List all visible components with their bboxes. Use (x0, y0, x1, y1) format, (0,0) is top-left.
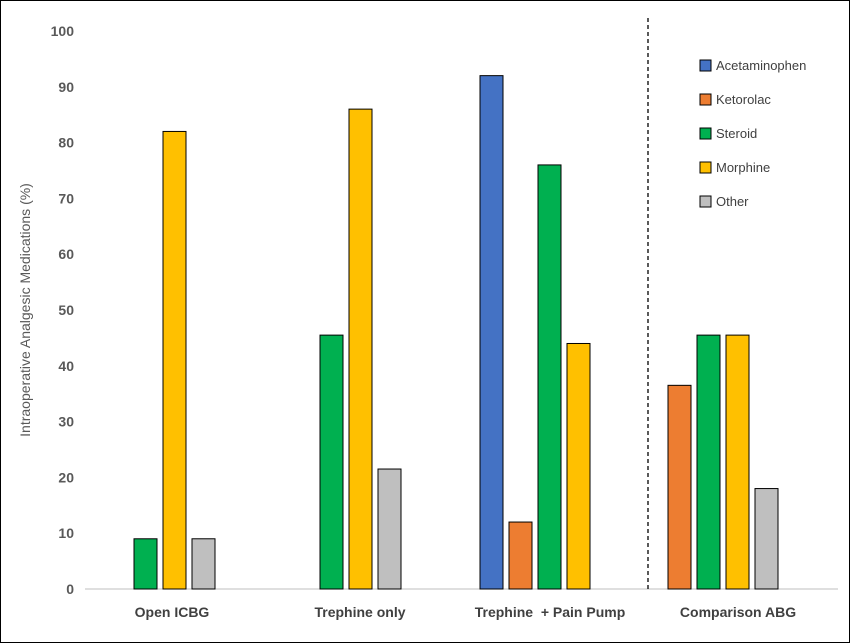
y-tick-label: 20 (58, 469, 74, 485)
legend: Acetaminophen Ketorolac Steroid Morphine Oth… (699, 58, 806, 209)
bar-morphine-2 (566, 342, 591, 590)
legend-swatch-acetaminophen (699, 59, 712, 72)
category-label: Trephine only (314, 604, 405, 620)
bar-acetaminophen-2 (479, 75, 504, 590)
bar-other-3 (754, 488, 779, 590)
legend-swatch-other (699, 195, 712, 208)
bar-other-1 (377, 468, 402, 590)
category-label: Trephine + Pain Pump (475, 604, 626, 620)
legend-swatch-morphine (699, 161, 712, 174)
bars (133, 75, 779, 590)
bar-morphine-0 (162, 130, 187, 590)
y-tick-label: 50 (58, 302, 74, 318)
y-axis-title: Intraoperative Analgesic Medications (%) (17, 183, 33, 437)
y-tick-label: 40 (58, 358, 74, 374)
y-tick-label: 60 (58, 246, 74, 262)
legend-label-acetaminophen: Acetaminophen (716, 58, 806, 73)
bar-ketorolac-2 (508, 521, 533, 590)
legend-swatch-ketorolac (699, 93, 712, 106)
bar-steroid-1 (319, 334, 344, 590)
bar-morphine-3 (725, 334, 750, 590)
y-tick-label: 70 (58, 190, 74, 206)
legend-label-other: Other (716, 194, 749, 209)
legend-swatch-steroid (699, 127, 712, 140)
bar-steroid-3 (696, 334, 721, 590)
bar-steroid-2 (537, 164, 562, 590)
y-tick-label: 80 (58, 135, 74, 151)
y-tick-label: 100 (51, 23, 75, 39)
y-tick-label: 30 (58, 414, 74, 430)
legend-label-steroid: Steroid (716, 126, 757, 141)
y-tick-label: 0 (66, 581, 74, 597)
bar-ketorolac-3 (667, 384, 692, 590)
y-axis-ticks: 0 10 20 30 40 50 60 70 80 90 100 (51, 23, 75, 597)
bar-other-0 (191, 538, 216, 590)
category-label: Open ICBG (135, 604, 210, 620)
category-label: Comparison ABG (680, 604, 796, 620)
legend-label-morphine: Morphine (716, 160, 770, 175)
category-labels: Open ICBG Trephine only Trephine + Pain Pu… (135, 604, 797, 620)
bar-steroid-0 (133, 538, 158, 590)
bar-morphine-1 (348, 108, 373, 590)
y-tick-label: 90 (58, 79, 74, 95)
legend-label-ketorolac: Ketorolac (716, 92, 771, 107)
y-axis-title-text: Intraoperative Analgesic Medications (%) (17, 183, 33, 437)
y-tick-label: 10 (58, 525, 74, 541)
